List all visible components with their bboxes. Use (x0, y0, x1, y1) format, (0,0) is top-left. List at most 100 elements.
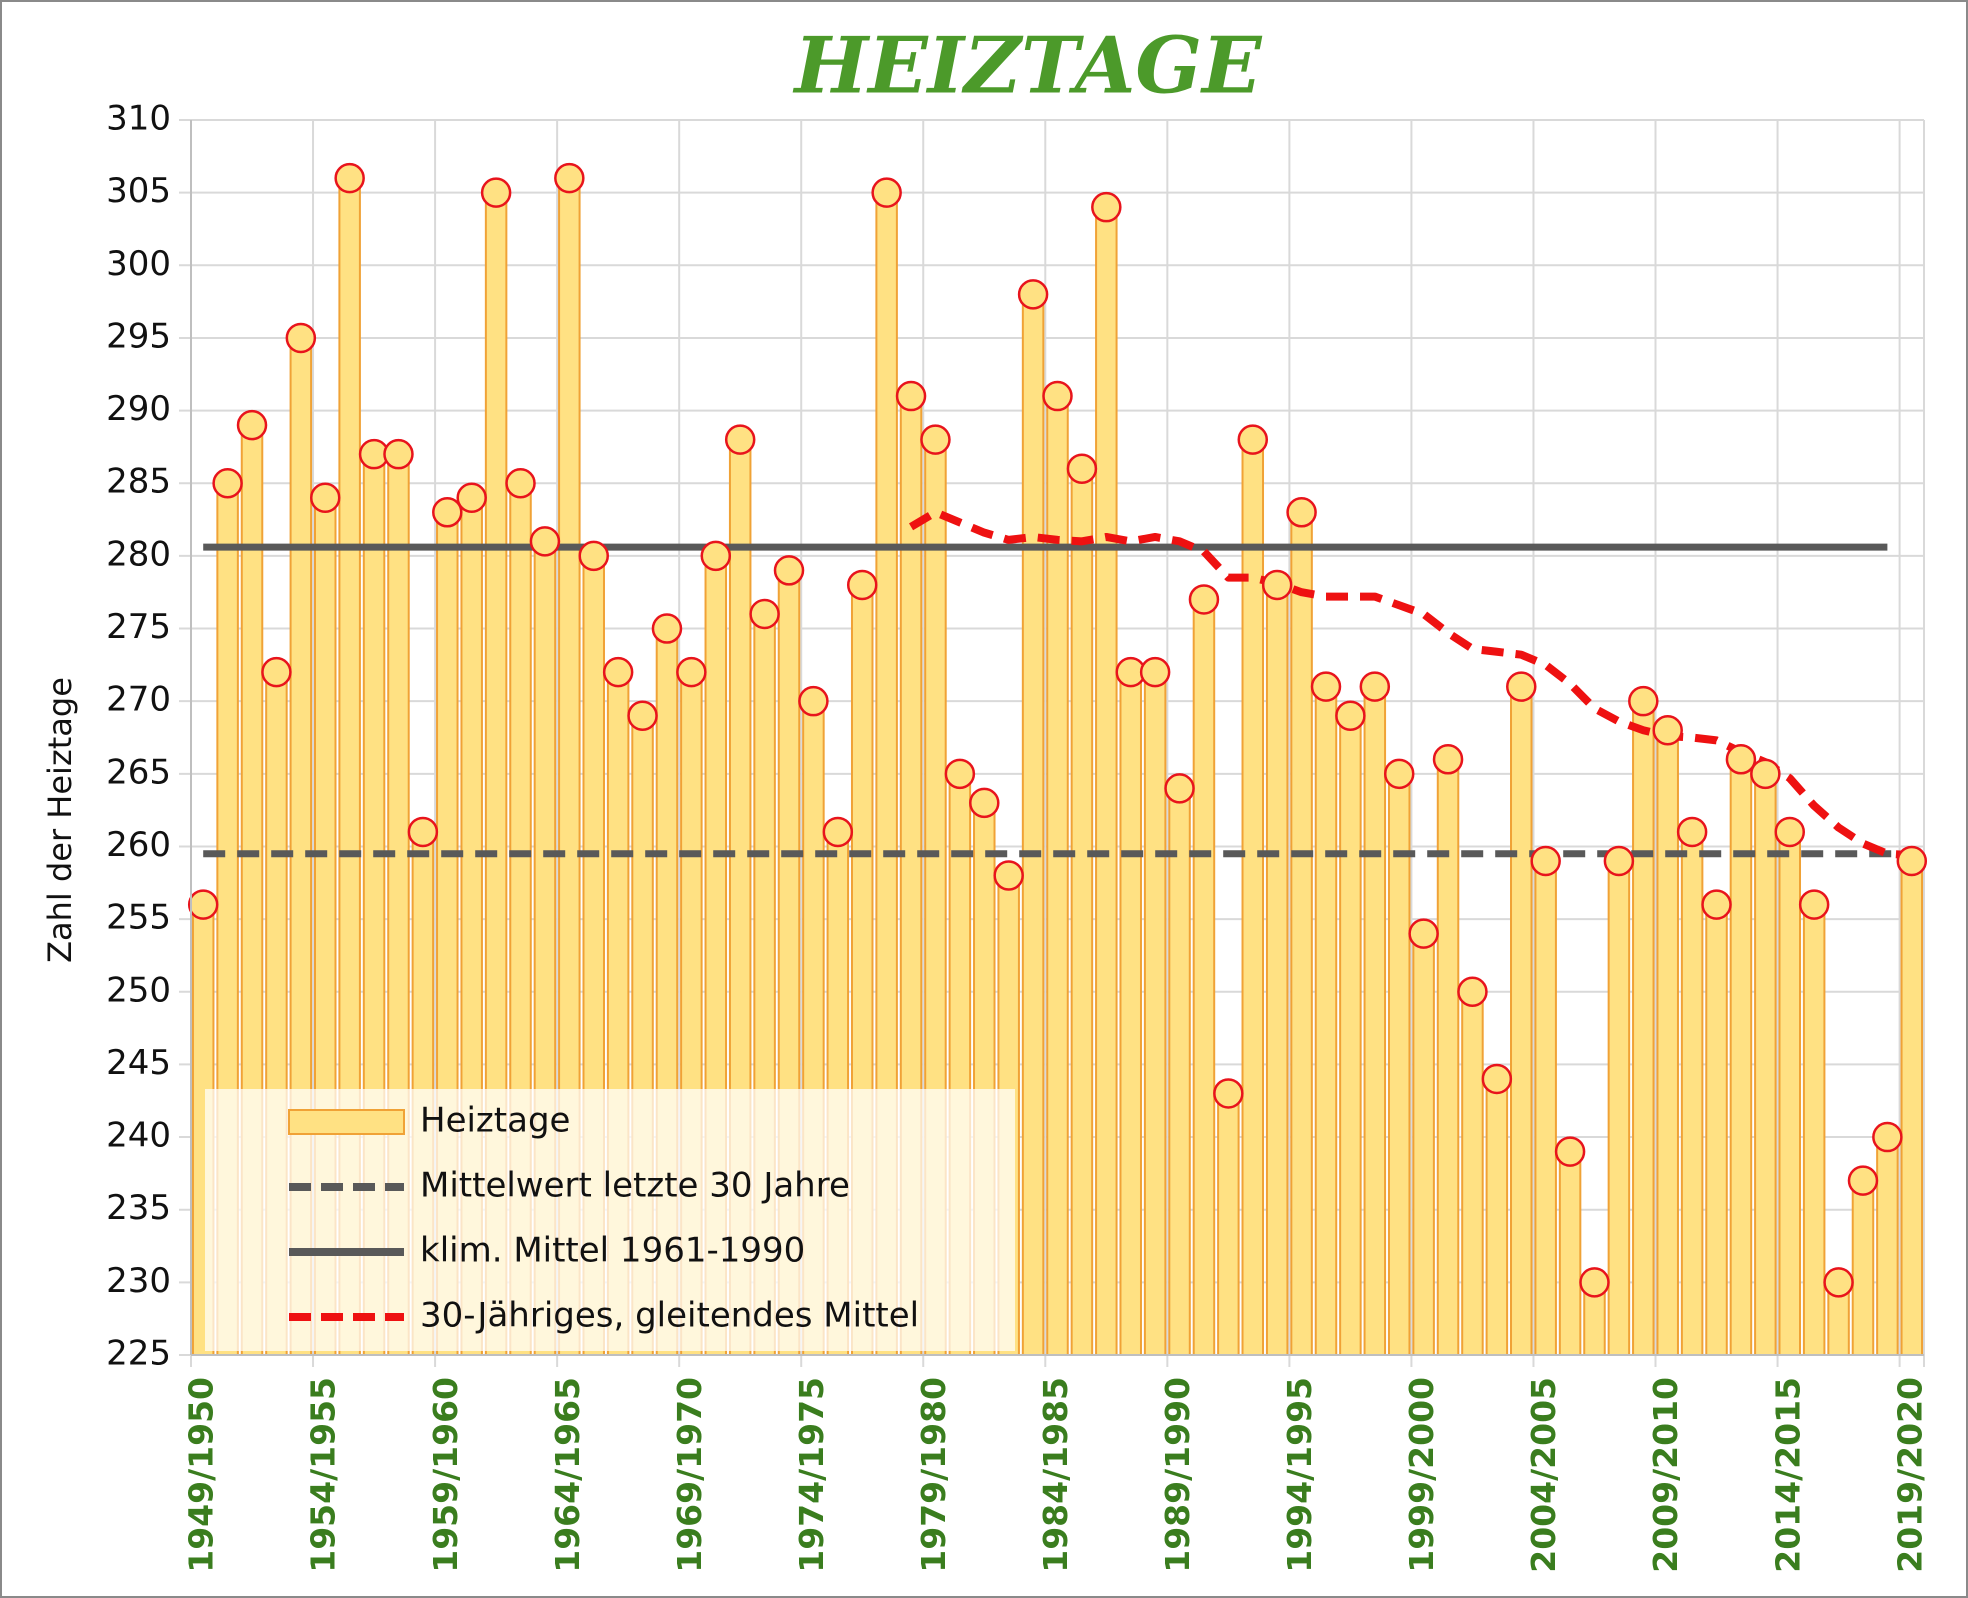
marker (285, 322, 317, 354)
x-tick-label: 1974/1975 (792, 1377, 831, 1573)
marker (920, 424, 951, 455)
bar (1387, 772, 1411, 1356)
marker (1725, 744, 1757, 775)
marker (846, 569, 878, 601)
y-tick-label: 260 (106, 825, 171, 865)
y-tick-label: 255 (106, 898, 171, 938)
bar (1876, 1136, 1899, 1357)
x-tick-label: 1954/1955 (304, 1377, 343, 1573)
marker (383, 438, 414, 470)
x-tick-label: 1994/1995 (1280, 1377, 1319, 1573)
y-tick-label: 230 (106, 1261, 171, 1301)
bar (1363, 685, 1387, 1356)
bar (1656, 729, 1679, 1356)
y-tick-label: 225 (106, 1334, 171, 1374)
bar (1143, 671, 1167, 1356)
legend-label: 30-Jähriges, gleitendes Mittel (420, 1296, 919, 1336)
marker (1091, 191, 1122, 223)
marker (1335, 700, 1366, 731)
x-tick-label: 1969/1970 (670, 1377, 709, 1573)
marker (1188, 584, 1220, 615)
bar (1632, 700, 1655, 1356)
bar (1534, 860, 1557, 1356)
bar (1754, 772, 1777, 1356)
marker (871, 177, 902, 208)
x-tick-label: 2004/2005 (1524, 1377, 1563, 1573)
bar (1265, 583, 1289, 1356)
marker (1359, 671, 1391, 702)
legend-swatch (288, 1109, 405, 1135)
x-tick-label: 1959/1960 (426, 1377, 465, 1573)
marker (1261, 569, 1293, 601)
marker (1701, 889, 1732, 920)
marker (1164, 773, 1195, 804)
marker (1872, 1121, 1903, 1153)
x-tick-label: 2019/2020 (1890, 1377, 1929, 1573)
marker (407, 816, 439, 848)
marker (749, 598, 780, 630)
bar (1729, 758, 1753, 1356)
bar (1705, 903, 1728, 1357)
marker (1603, 845, 1635, 877)
marker (993, 860, 1024, 891)
bar (1802, 903, 1826, 1357)
bar (1290, 511, 1313, 1356)
x-tick-label: 1964/1965 (548, 1377, 587, 1573)
bar (1485, 1077, 1509, 1356)
bar (1070, 467, 1094, 1356)
marker (651, 613, 683, 644)
marker (309, 482, 341, 514)
marker (187, 889, 219, 920)
marker (627, 700, 658, 731)
marker (1432, 744, 1464, 775)
marker (798, 685, 829, 717)
marker (1628, 685, 1659, 717)
bar (1339, 714, 1362, 1356)
marker (1017, 279, 1049, 310)
x-tick-label: 1949/1950 (182, 1377, 221, 1573)
marker (505, 467, 536, 499)
bar (1021, 293, 1045, 1357)
marker (1774, 816, 1806, 848)
marker (1506, 671, 1537, 702)
legend-label: Mittelwert letzte 30 Jahre (420, 1166, 850, 1206)
y-axis-label: Zahl der Heiztage (41, 677, 79, 963)
x-tick-label: 2009/2010 (1646, 1377, 1685, 1573)
marker (1408, 918, 1439, 949)
y-tick-label: 285 (106, 462, 171, 502)
y-tick-label: 290 (106, 389, 171, 429)
marker (1823, 1267, 1854, 1298)
marker (432, 497, 463, 528)
bar (1168, 787, 1191, 1356)
marker (822, 816, 854, 848)
marker (724, 424, 756, 455)
y-tick-label: 265 (106, 752, 171, 792)
bar (1510, 685, 1533, 1356)
bar (1680, 830, 1704, 1356)
marker (1139, 656, 1171, 688)
marker (1652, 714, 1683, 746)
marker (773, 555, 805, 586)
bar (1851, 1179, 1875, 1357)
y-tick-label: 310 (106, 99, 171, 139)
marker (1481, 1063, 1513, 1095)
y-tick-label: 280 (106, 534, 171, 574)
marker (261, 656, 292, 688)
marker (1213, 1078, 1244, 1109)
marker (1676, 816, 1708, 848)
y-tick-label: 295 (106, 316, 171, 356)
marker (700, 540, 732, 572)
marker (1579, 1267, 1610, 1298)
marker (554, 162, 585, 194)
y-tick-label: 250 (106, 970, 171, 1010)
marker (1042, 380, 1073, 412)
marker (969, 787, 1000, 819)
legend-label: Heiztage (420, 1101, 570, 1141)
x-tick-label: 1999/2000 (1402, 1377, 1441, 1573)
marker (1066, 453, 1098, 484)
marker (1798, 889, 1830, 920)
marker (480, 177, 512, 208)
marker (602, 656, 634, 688)
legend: Heiztage Mittelwert letzte 30 Jahre klim. … (205, 1089, 1015, 1351)
